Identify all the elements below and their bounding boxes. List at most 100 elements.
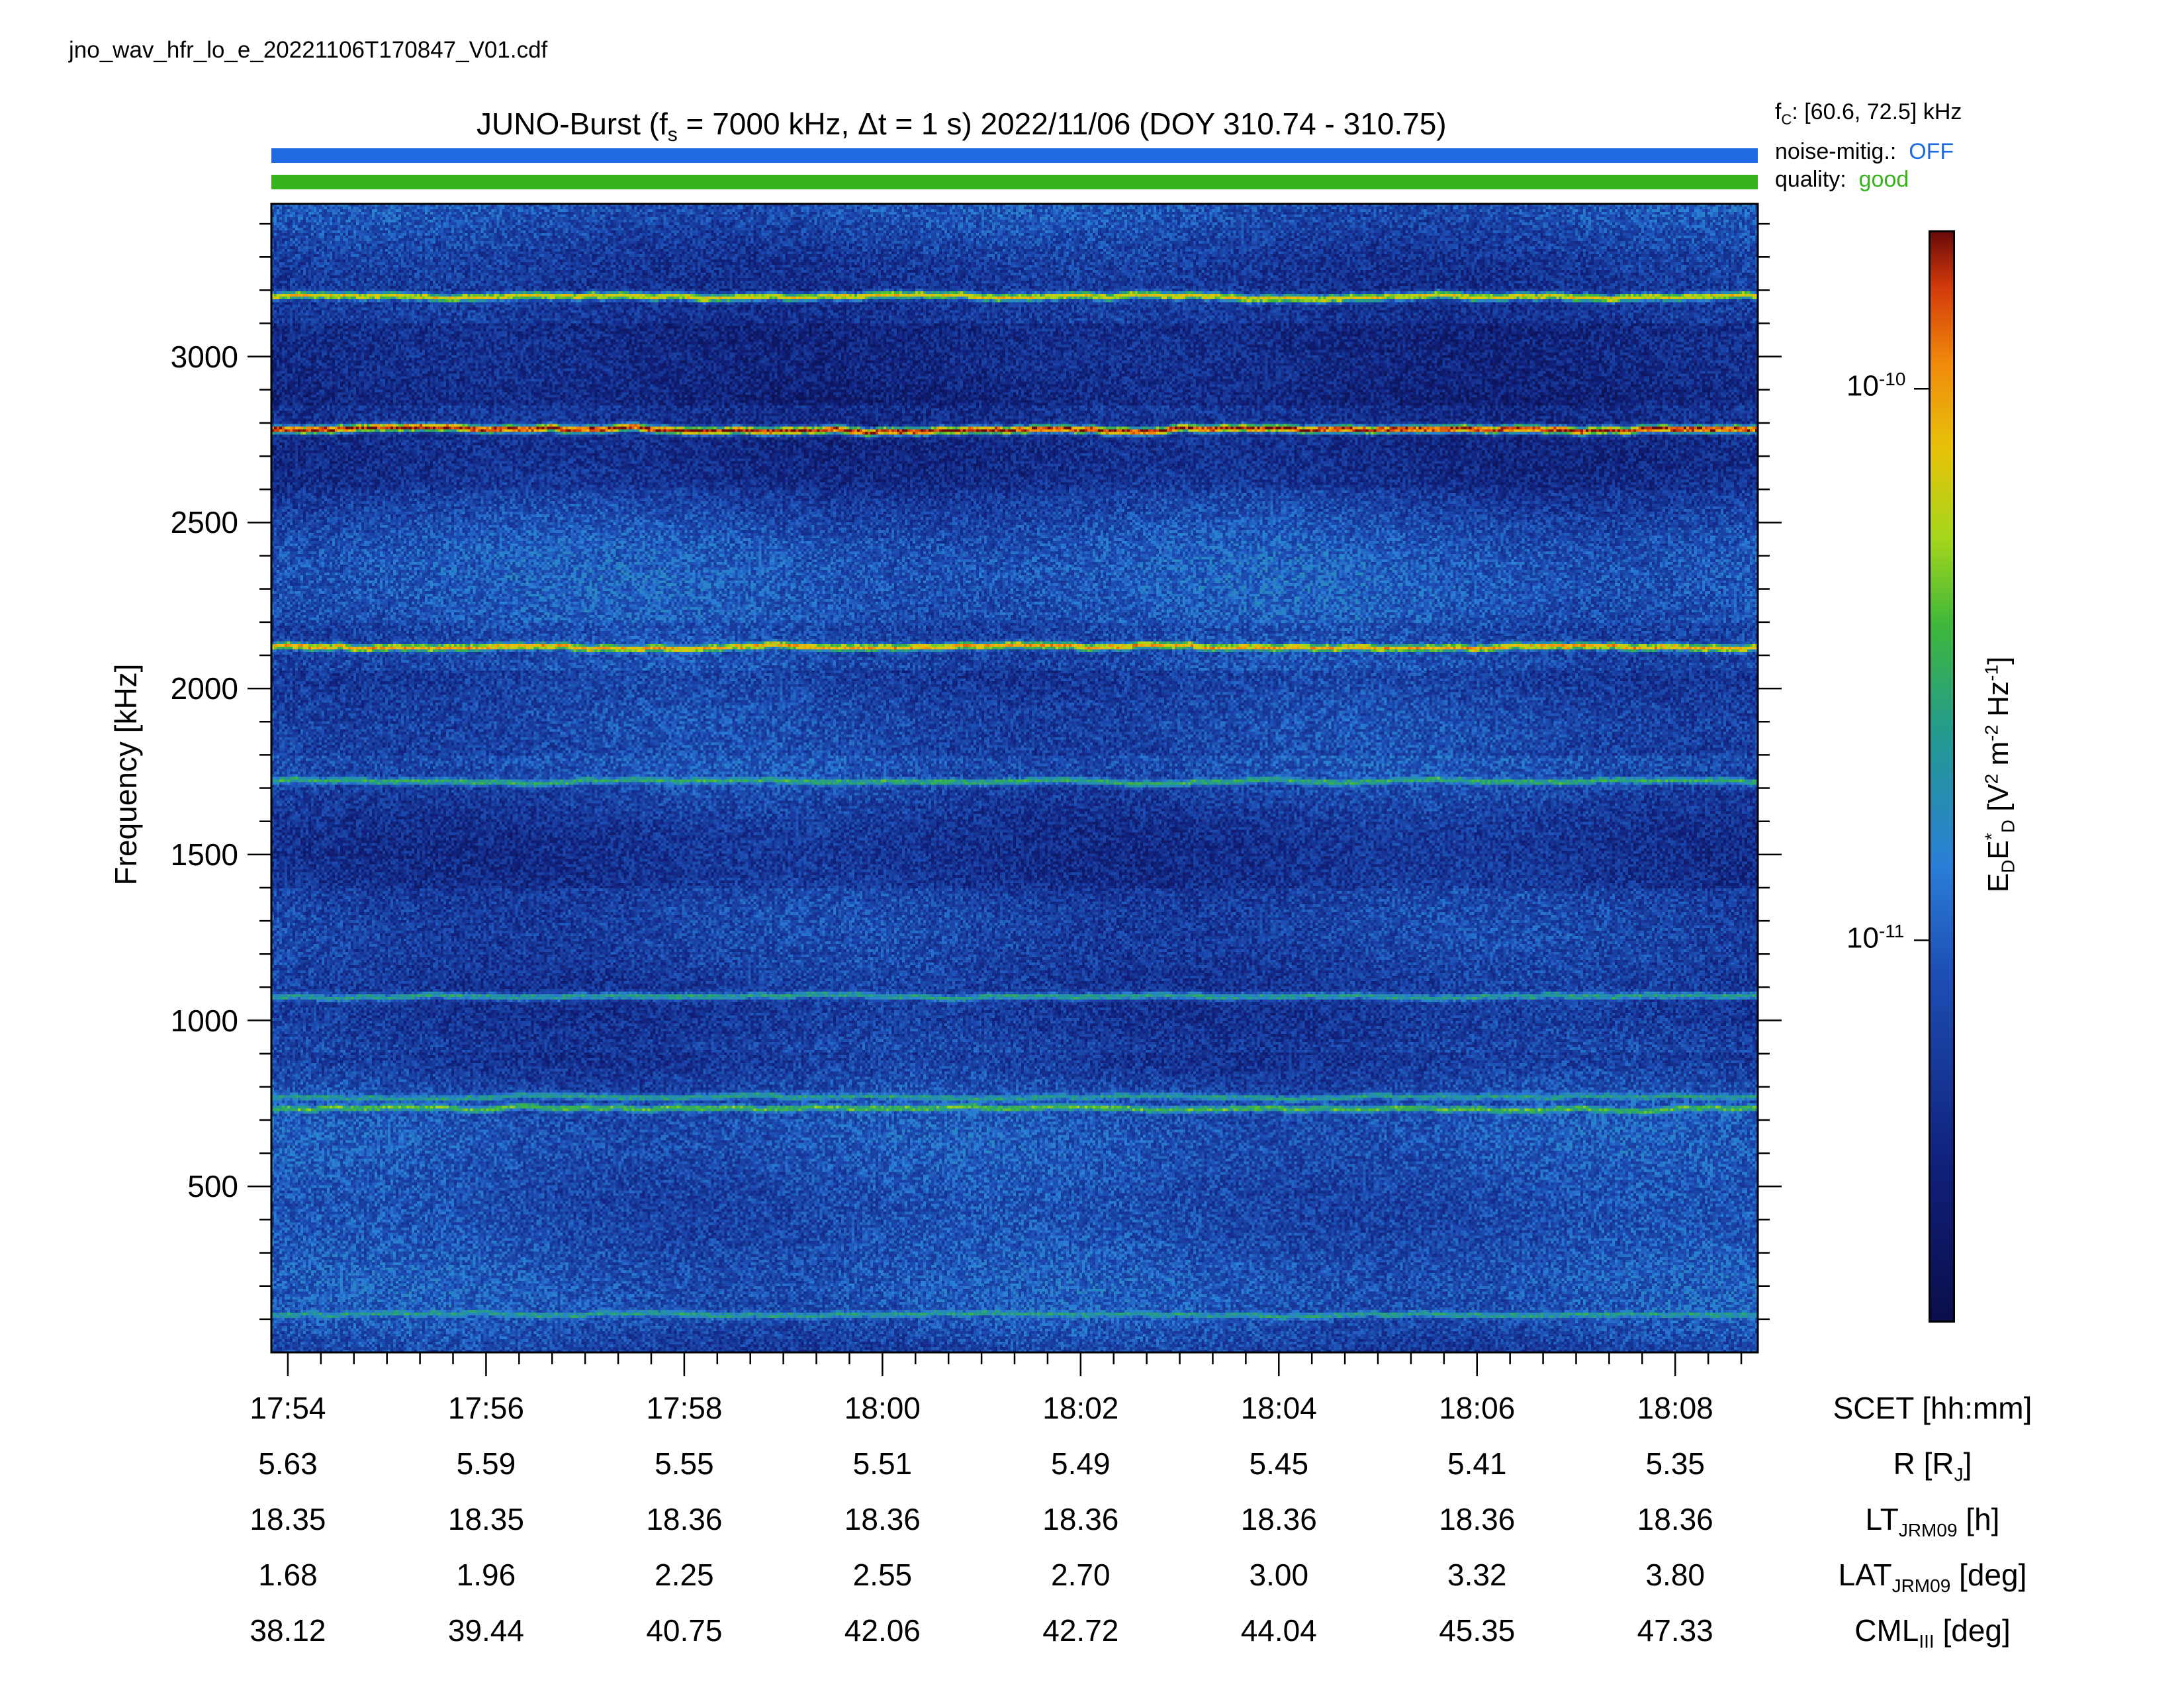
- colorbar-tick-label: 10-11: [1846, 920, 1905, 955]
- row-label-lat: LATJRM09 [deg]: [1839, 1557, 2027, 1597]
- r-post: ]: [1963, 1446, 1972, 1481]
- fc-subscript: C: [1781, 111, 1792, 128]
- lt-pre: LT: [1865, 1502, 1899, 1536]
- spectrogram-panel: [271, 204, 1758, 1352]
- cb-units-a: [V: [1981, 784, 2015, 820]
- chart-title: JUNO-Burst (fs = 7000 kHz, Δt = 1 s) 202…: [477, 106, 1447, 146]
- title-subscript: s: [667, 124, 678, 146]
- ephemeris-value: 18.36: [1042, 1502, 1119, 1536]
- ephemeris-value: 5.55: [655, 1446, 714, 1481]
- ephemeris-value: 5.45: [1249, 1446, 1309, 1481]
- cb-sup-m2: -2: [1981, 724, 2002, 741]
- y-tick-label: 2500: [170, 505, 238, 540]
- lat-post: [deg]: [1950, 1558, 2027, 1592]
- row-label-scet: SCET [hh:mm]: [1833, 1391, 2032, 1425]
- ephemeris-value: 3.00: [1249, 1558, 1309, 1592]
- ephemeris-value: 1.68: [258, 1558, 318, 1592]
- ephemeris-value: 45.35: [1439, 1613, 1516, 1648]
- lt-sub: JRM09: [1898, 1520, 1958, 1541]
- ephemeris-value: 39.44: [447, 1613, 524, 1648]
- x-tick-label: 17:58: [646, 1391, 723, 1425]
- x-tick-label: 18:00: [844, 1391, 921, 1425]
- ephemeris-value: 18.35: [447, 1502, 524, 1536]
- cb-sup-2: 2: [1981, 773, 2002, 784]
- y-tick-label: 1000: [170, 1003, 238, 1038]
- cb-units-d: ]: [1981, 656, 2015, 665]
- ephemeris-value: 2.25: [655, 1558, 714, 1592]
- ephemeris-value: 2.70: [1051, 1558, 1111, 1592]
- colorbar-label: EDE*D [V2 m-2 Hz-1]: [1981, 657, 2019, 892]
- ephemeris-value: 5.49: [1051, 1446, 1111, 1481]
- noise-mitigation-status: noise-mitig.: OFF: [1775, 139, 1954, 165]
- ephemeris-value: 5.63: [258, 1446, 318, 1481]
- lat-pre: LAT: [1838, 1558, 1892, 1592]
- title-suffix: = 7000 kHz, Δt = 1 s) 2022/11/06 (DOY 31…: [677, 107, 1447, 141]
- cb-e: E: [1981, 872, 2015, 893]
- cml-pre: CML: [1854, 1613, 1919, 1648]
- y-tick-label: 1500: [170, 837, 238, 872]
- quality-value: good: [1858, 167, 1909, 192]
- lt-post: [h]: [1957, 1502, 2000, 1536]
- row-label-lt: LTJRM09 [h]: [1866, 1501, 2000, 1541]
- ephemeris-value: 18.36: [1439, 1502, 1516, 1536]
- r-pre: R [R: [1893, 1446, 1954, 1481]
- x-tick-label: 17:56: [447, 1391, 524, 1425]
- cb-e2: E: [1981, 840, 2015, 860]
- quality-bar: [271, 175, 1758, 189]
- ephemeris-value: 42.06: [844, 1613, 921, 1648]
- ephemeris-value: 5.35: [1645, 1446, 1705, 1481]
- ephemeris-value: 18.36: [844, 1502, 921, 1536]
- cb-sup-m1: -1: [1981, 665, 2002, 681]
- fc-symbol: f: [1775, 99, 1782, 124]
- quality-label: quality:: [1775, 167, 1846, 192]
- y-tick-label: 3000: [170, 339, 238, 374]
- y-tick-label: 500: [187, 1169, 238, 1204]
- ephemeris-value: 42.72: [1042, 1613, 1119, 1648]
- ephemeris-value: 5.51: [852, 1446, 913, 1481]
- quality-status: quality: good: [1775, 167, 1909, 193]
- row-label-cml: CMLIII [deg]: [1854, 1613, 2011, 1652]
- ephemeris-value: 2.55: [852, 1558, 913, 1592]
- x-tick-label: 18:04: [1240, 1391, 1317, 1425]
- noise-label: noise-mitig.:: [1775, 139, 1897, 164]
- x-tick-label: 18:08: [1637, 1391, 1713, 1425]
- ephemeris-value: 18.36: [646, 1502, 723, 1536]
- spectrogram-image: [271, 204, 1758, 1352]
- x-tick-label: 18:06: [1439, 1391, 1516, 1425]
- plot-frame: [270, 203, 1759, 1354]
- ephemeris-value: 5.41: [1447, 1446, 1507, 1481]
- lat-sub: JRM09: [1891, 1575, 1951, 1597]
- noise-mitigation-bar: [271, 148, 1758, 163]
- cb-units-b: m: [1981, 741, 2015, 774]
- r-sub: J: [1954, 1464, 1964, 1485]
- file-name: jno_wav_hfr_lo_e_20221106T170847_V01.cdf: [69, 37, 548, 63]
- row-label-r: R [RJ]: [1893, 1446, 1972, 1485]
- ephemeris-value: 47.33: [1637, 1613, 1713, 1648]
- cb-star: *: [1981, 833, 2002, 841]
- ephemeris-value: 18.36: [1637, 1502, 1713, 1536]
- x-tick-label: 18:02: [1042, 1391, 1119, 1425]
- colorbar: [1929, 230, 1955, 1323]
- ephemeris-value: 38.12: [250, 1613, 326, 1648]
- cb-units-c: Hz: [1981, 680, 2015, 725]
- y-axis-label: Frequency [kHz]: [109, 663, 143, 886]
- ephemeris-value: 1.96: [456, 1558, 516, 1592]
- ephemeris-value: 18.35: [250, 1502, 326, 1536]
- x-tick-label: 17:54: [250, 1391, 326, 1425]
- ephemeris-value: 44.04: [1240, 1613, 1317, 1648]
- fc-value: : [60.6, 72.5] kHz: [1792, 99, 1962, 124]
- title-prefix: JUNO-Burst (f: [477, 107, 668, 141]
- ephemeris-value: 40.75: [646, 1613, 723, 1648]
- ephemeris-value: 18.36: [1240, 1502, 1317, 1536]
- colorbar-tick-label: 10-10: [1846, 369, 1906, 402]
- y-tick-label: 2000: [170, 671, 238, 706]
- noise-value: OFF: [1909, 139, 1954, 164]
- cml-post: [deg]: [1934, 1613, 2011, 1648]
- cml-sub: III: [1919, 1631, 1934, 1652]
- cb-sub-d2: D: [1997, 820, 2019, 833]
- ephemeris-value: 5.59: [456, 1446, 516, 1481]
- ephemeris-value: 3.32: [1447, 1558, 1507, 1592]
- ephemeris-value: 3.80: [1645, 1558, 1705, 1592]
- fc-range: fC: [60.6, 72.5] kHz: [1775, 99, 1962, 128]
